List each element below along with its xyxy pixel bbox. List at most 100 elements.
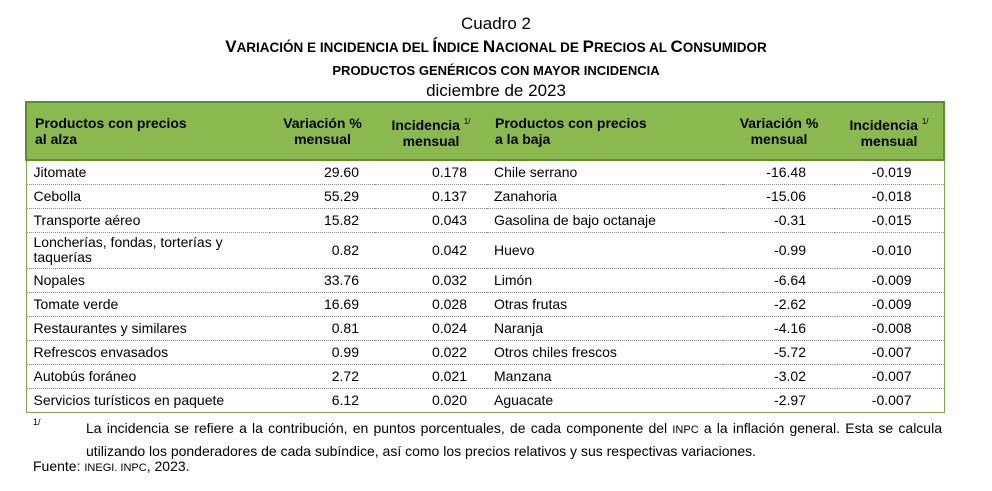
table-title-part: RECIOS AL [593,40,671,55]
cell-up-product: Jitomate [25,160,270,185]
cell-up-variation: 33.76 [270,268,375,293]
table-row: Tomate verde 16.69 0.028 Otras frutas -2… [25,292,945,317]
header-down-product-line1: Productos con precios [495,115,647,131]
table-title-part: V [225,37,237,56]
table-subtitle: PRODUCTOS GENÉRICOS CON MAYOR INCIDENCIA [332,63,660,78]
cell-down-incidence: -0.007 [835,340,945,365]
header-up-product-line1: Productos con precios [35,115,187,131]
table-row: Nopales 33.76 0.032 Limón -6.64 -0.009 [25,268,945,293]
cell-up-incidence: 0.021 [375,364,487,389]
cell-up-product: Restaurantes y similares [25,316,270,341]
header-up-variation-line2: mensual [294,131,351,147]
header-up-incidence: Incidencia 1/ mensual [375,101,487,161]
footnote-text-after: a la inflación general. Esta se calcula … [86,420,942,459]
table-row: Servicios turísticos en paquete 6.12 0.0… [25,388,945,413]
table-title-part: N [482,37,496,56]
cell-down-variation: -2.97 [723,388,835,413]
cell-up-product: Loncherías, fondas, torterías y taquería… [25,232,270,269]
cell-up-incidence: 0.020 [375,388,487,413]
table-title-part: C [670,37,683,56]
cell-up-variation: 2.72 [270,364,375,389]
table-title-part: Í [432,37,438,56]
cell-up-variation: 15.82 [270,208,375,233]
table-row: Refrescos envasados 0.99 0.022 Otros chi… [25,340,945,365]
table-row: Transporte aéreo 15.82 0.043 Gasolina de… [25,208,945,233]
table-title: VARIACIÓN E INCIDENCIA DEL ÍNDICE NACION… [0,37,992,57]
cell-up-variation: 0.99 [270,340,375,365]
source-line: Fuente: INEGI. INPC, 2023. [33,458,190,474]
cell-up-incidence: 0.042 [375,232,487,269]
cell-down-variation: -16.48 [723,160,835,185]
header-down-variation-line1: Variación % [739,115,819,131]
cell-down-product: Otros chiles frescos [487,340,723,365]
cell-down-product: Zanahoria [487,184,723,209]
table-row: Autobús foráneo 2.72 0.021 Manzana -3.02… [25,364,945,389]
header-down-product-line2: a la baja [495,131,551,147]
table-row: Loncherías, fondas, torterías y taquería… [25,232,945,269]
cell-down-variation: -5.72 [723,340,835,365]
table-title-part: ONSUMIDOR [682,40,767,55]
cell-down-variation: -6.64 [723,268,835,293]
header-up-variation-line1: Variación % [283,115,362,131]
header-up-incidence-line1: Incidencia [391,116,460,133]
header-up-product: Productos con precios al alza [25,101,270,161]
header-down-variation-line2: mensual [750,131,808,147]
footnote-text-before: La incidencia se refiere a la contribuci… [86,420,673,436]
cell-up-incidence: 0.022 [375,340,487,365]
cell-down-product: Otras frutas [487,292,723,317]
cell-down-product: Huevo [487,232,723,269]
cell-up-variation: 16.69 [270,292,375,317]
header-up-product-line2: al alza [35,131,78,147]
cell-down-incidence: -0.007 [835,388,945,413]
cell-up-product: Refrescos envasados [25,340,270,365]
source-year: , 2023. [146,458,190,474]
cell-down-variation: -0.99 [723,232,835,269]
cell-up-variation: 0.82 [270,232,375,269]
header-up-incidence-line2: mensual [402,132,460,149]
cell-down-variation: -3.02 [723,364,835,389]
cell-down-product: Manzana [487,364,723,389]
cell-down-incidence: -0.010 [835,232,945,269]
cell-up-incidence: 0.024 [375,316,487,341]
cell-up-product: Autobús foráneo [25,364,270,389]
cell-down-incidence: -0.019 [835,160,945,185]
table-caption-label: Cuadro 2 [461,14,531,33]
table-title-part: P [582,37,594,56]
cell-down-product: Chile serrano [487,160,723,185]
cell-down-variation: -15.06 [723,184,835,209]
table-title-part: ACIONAL DE [495,40,583,55]
footnote-text: La incidencia se refiere a la contribuci… [86,418,942,462]
cell-down-incidence: -0.008 [835,316,945,341]
cell-up-product: Servicios turísticos en paquete [25,388,270,413]
cell-down-incidence: -0.009 [835,268,945,293]
cell-up-incidence: 0.137 [375,184,487,209]
source-org: INEGI. INPC [84,462,147,474]
source-prefix: Fuente: [33,458,85,474]
table-header-row: Productos con precios al alza Variación … [25,101,945,161]
table-row: Restaurantes y similares 0.81 0.024 Nara… [25,316,945,341]
cell-up-incidence: 0.043 [375,208,487,233]
table-title-part: ARIACIÓN E INCIDENCIA DEL [236,40,433,55]
footnote-text-acronym: INPC [672,424,699,436]
header-down-incidence: Incidencia 1/ mensual [835,101,945,161]
table-date: diciembre de 2023 [426,81,566,100]
cell-up-product: Nopales [25,268,270,293]
table-title-part: NDICE [437,40,483,55]
header-down-incidence-line1: Incidencia [849,116,918,133]
header-down-variation: Variación % mensual [723,101,835,161]
cell-down-incidence: -0.015 [835,208,945,233]
cell-up-variation: 29.60 [270,160,375,185]
cell-up-incidence: 0.178 [375,160,487,185]
cell-up-product: Transporte aéreo [25,208,270,233]
cell-down-product: Aguacate [487,388,723,413]
cell-down-incidence: -0.018 [835,184,945,209]
footnote-mark: 1/ [33,417,41,427]
cell-down-variation: -0.31 [723,208,835,233]
cell-down-product: Gasolina de bajo octanaje [487,208,723,233]
cell-up-variation: 0.81 [270,316,375,341]
header-down-incidence-footnote-mark: 1/ [921,116,929,126]
cell-down-product: Naranja [487,316,723,341]
cell-down-product: Limón [487,268,723,293]
cell-up-incidence: 0.032 [375,268,487,293]
cell-up-variation: 6.12 [270,388,375,413]
